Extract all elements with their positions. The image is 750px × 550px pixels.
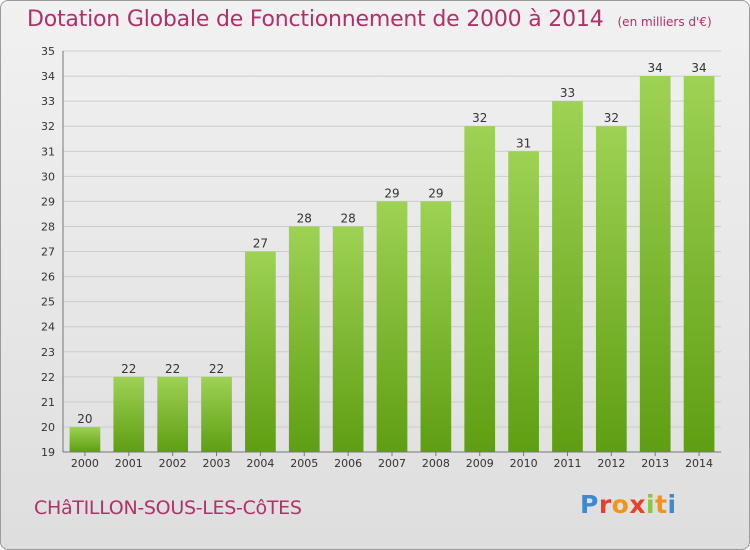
x-tick-label: 2008 xyxy=(422,457,450,470)
data-labels: 20 22 22 22 27 28 28 29 29 32 31 33 32 34 34 xyxy=(77,61,706,426)
bar xyxy=(201,376,232,452)
bar xyxy=(245,251,276,452)
x-axis: 2000 2001 2002 2003 2004 2005 2006 2007 2008 2009… xyxy=(63,451,721,470)
x-tick-label: 2009 xyxy=(466,457,494,470)
bar xyxy=(595,126,627,452)
y-tick-label: 19 xyxy=(41,446,55,459)
bar-value-label: 20 xyxy=(77,412,92,426)
bar xyxy=(69,426,101,452)
y-tick-label: 28 xyxy=(41,220,55,233)
bar-value-label: 29 xyxy=(384,186,399,200)
bar-value-label: 32 xyxy=(472,111,487,125)
bar xyxy=(420,201,452,452)
y-tick-label: 26 xyxy=(41,271,55,284)
x-tick-label: 2002 xyxy=(159,457,187,470)
y-tick-label: 22 xyxy=(41,371,55,384)
bar-value-label: 22 xyxy=(165,362,180,376)
bar xyxy=(683,76,715,452)
bar-value-label: 27 xyxy=(253,237,268,251)
y-tick-label: 31 xyxy=(41,145,55,158)
town-name: CHâTILLON-SOUS-LES-CôTES xyxy=(34,497,302,519)
bar xyxy=(464,126,496,452)
y-tick-label: 25 xyxy=(41,296,55,309)
bar-value-label: 28 xyxy=(297,211,312,225)
bar-value-label: 22 xyxy=(121,362,136,376)
bar-value-label: 33 xyxy=(560,86,575,100)
x-tick-label: 2005 xyxy=(290,457,318,470)
x-tick-label: 2012 xyxy=(597,457,625,470)
y-tick-label: 27 xyxy=(41,246,55,259)
x-tick-label: 2006 xyxy=(334,457,362,470)
x-tick-label: 2000 xyxy=(71,457,99,470)
y-tick-label: 32 xyxy=(41,120,55,133)
bar xyxy=(552,101,583,452)
x-tick-label: 2003 xyxy=(203,457,231,470)
proxiti-logo: Proxiti xyxy=(580,490,677,519)
bar xyxy=(288,226,320,452)
y-tick-label: 30 xyxy=(41,170,55,183)
x-tick-label: 2004 xyxy=(246,457,274,470)
bar xyxy=(639,76,671,452)
y-tick-label: 23 xyxy=(41,346,55,359)
x-tick-label: 2001 xyxy=(115,457,143,470)
y-tick-label: 20 xyxy=(41,421,55,434)
logo-letter: r xyxy=(598,490,612,519)
y-tick-label: 34 xyxy=(41,70,55,83)
logo-letter: i xyxy=(667,490,677,519)
bars xyxy=(69,76,715,452)
bar-value-label: 28 xyxy=(340,211,355,225)
logo-letter: P xyxy=(580,490,599,519)
y-tick-label: 29 xyxy=(41,195,55,208)
bar xyxy=(508,151,539,452)
y-tick-label: 35 xyxy=(41,45,55,58)
bar-value-label: 32 xyxy=(604,111,619,125)
bar-value-label: 29 xyxy=(428,186,443,200)
bar xyxy=(157,376,189,452)
x-tick-label: 2014 xyxy=(685,457,713,470)
bar xyxy=(376,201,408,452)
bar-value-label: 31 xyxy=(516,136,531,150)
bar-value-label: 34 xyxy=(691,61,706,75)
bar xyxy=(332,226,364,452)
x-tick-label: 2011 xyxy=(553,457,581,470)
y-tick-label: 33 xyxy=(41,95,55,108)
logo-letter: o xyxy=(611,490,630,519)
bar xyxy=(113,376,145,452)
bar-value-label: 22 xyxy=(209,362,224,376)
x-tick-label: 2013 xyxy=(641,457,669,470)
unit-label: (en milliers d'€) xyxy=(617,15,712,29)
y-axis: 19 20 21 22 23 24 25 26 27 28 29 30 31 32 33 34 35 xyxy=(41,45,64,459)
logo-letter: x xyxy=(629,490,646,519)
bar-value-label: 34 xyxy=(648,61,663,75)
title-text: Dotation Globale de Fonctionnement de 20… xyxy=(27,7,604,32)
x-tick-label: 2007 xyxy=(378,457,406,470)
y-tick-label: 21 xyxy=(41,396,55,409)
logo-letter: i xyxy=(646,490,656,519)
chart-title: Dotation Globale de Fonctionnement de 20… xyxy=(27,7,712,32)
x-tick-label: 2010 xyxy=(510,457,538,470)
y-tick-label: 24 xyxy=(41,321,55,334)
logo-letter: t xyxy=(655,490,668,519)
